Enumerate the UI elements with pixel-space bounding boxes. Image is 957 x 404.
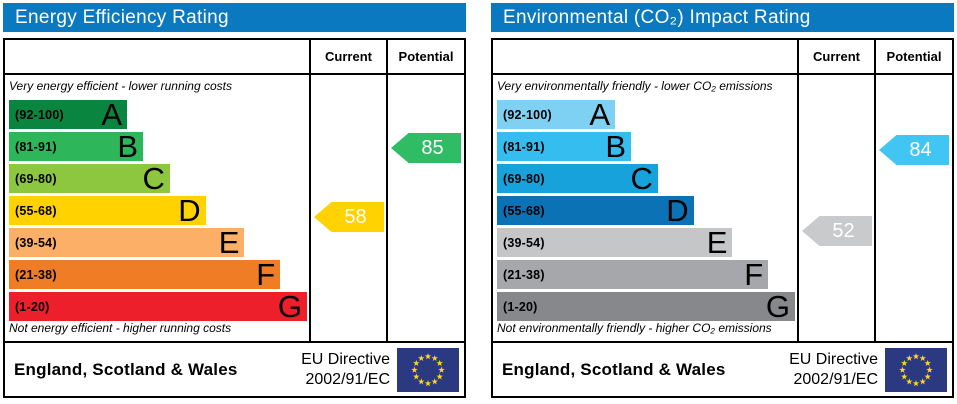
rating-band-c: (69-80) C <box>9 161 170 196</box>
band-grade-letter: A <box>101 97 122 132</box>
panel-energy-efficiency: Energy Efficiency Rating Current Potenti… <box>3 3 466 398</box>
band-range-label: (39-54) <box>15 235 57 250</box>
potential-rating-arrow: 85 <box>391 133 461 163</box>
band-grade-letter: G <box>765 289 790 324</box>
band-range-label: (39-54) <box>503 235 545 250</box>
rating-band-e: (39-54) E <box>497 225 733 260</box>
bands-container: (92-100) A (81-91) B (69-80) C (55-68) D (39-54)… <box>497 97 795 324</box>
chart-body: Very environmentally friendly - lower CO… <box>493 75 952 343</box>
band-range-label: (81-91) <box>15 139 57 154</box>
band-range-label: (81-91) <box>503 139 545 154</box>
environmental-impact-title-bar: Environmental (CO₂) Impact Rating <box>491 3 954 32</box>
bands-cell: Very environmentally friendly - lower CO… <box>493 75 797 341</box>
band-grade-letter: E <box>706 225 728 260</box>
rating-band-e: (39-54) E <box>9 225 245 260</box>
column-header-potential: Potential <box>386 40 464 73</box>
panel-environmental-impact: Environmental (CO₂) Impact Rating Curren… <box>491 3 954 398</box>
rating-band-b: (81-91) B <box>9 129 144 164</box>
band-range-label: (69-80) <box>503 171 545 186</box>
rating-band-a: (92-100) A <box>497 97 615 132</box>
environmental-impact-table: Current Potential Very environmentally f… <box>491 38 954 398</box>
eu-directive-text: EU Directive 2002/91/EC <box>789 350 878 390</box>
eu-flag-icon <box>885 347 947 392</box>
rating-band-b: (81-91) B <box>497 129 632 164</box>
rating-band-c: (69-80) C <box>497 161 658 196</box>
energy-efficiency-table: Current Potential Very energy efficient … <box>3 38 466 398</box>
bands-container: (92-100) A (81-91) B (69-80) C (55-68) D (39-54)… <box>9 97 307 324</box>
band-grade-letter: G <box>277 289 302 324</box>
potential-column: 84 <box>874 75 952 341</box>
band-range-label: (1-20) <box>503 299 538 314</box>
column-header-current: Current <box>797 40 874 73</box>
table-footer: England, Scotland & Wales EU Directive 2… <box>493 343 952 396</box>
band-grade-letter: D <box>666 193 689 228</box>
band-grade-letter: F <box>256 257 276 292</box>
column-header-row: Current Potential <box>5 40 464 75</box>
eu-directive-line2: 2002/91/EC <box>793 370 878 388</box>
band-grade-letter: F <box>744 257 764 292</box>
bottom-note: Not energy efficient - higher running co… <box>9 321 232 335</box>
band-range-label: (1-20) <box>15 299 50 314</box>
current-column: 58 <box>309 75 386 341</box>
header-spacer-cell <box>5 40 309 73</box>
rating-band-f: (21-38) F <box>9 257 281 292</box>
band-grade-letter: C <box>630 161 653 196</box>
band-range-label: (21-38) <box>15 267 57 282</box>
header-spacer-cell <box>493 40 797 73</box>
band-range-label: (55-68) <box>503 203 545 218</box>
current-column: 52 <box>797 75 874 341</box>
bottom-note: Not environmentally friendly - higher CO… <box>497 321 772 335</box>
rating-band-g: (1-20) G <box>497 289 795 324</box>
potential-column: 85 <box>386 75 464 341</box>
bands-cell: Very energy efficient - lower running co… <box>5 75 309 341</box>
rating-band-a: (92-100) A <box>9 97 127 132</box>
column-header-current: Current <box>309 40 386 73</box>
band-grade-letter: B <box>117 129 139 164</box>
eu-directive-line1: EU Directive <box>301 350 390 368</box>
rating-band-d: (55-68) D <box>497 193 694 228</box>
footer-region: England, Scotland & Wales <box>502 359 726 379</box>
band-range-label: (69-80) <box>15 171 57 186</box>
table-footer: England, Scotland & Wales EU Directive 2… <box>5 343 464 396</box>
column-header-potential: Potential <box>874 40 952 73</box>
rating-band-f: (21-38) F <box>497 257 769 292</box>
band-grade-letter: B <box>605 129 627 164</box>
eu-directive-text: EU Directive 2002/91/EC <box>301 350 390 390</box>
current-rating-arrow: 52 <box>802 216 872 246</box>
eu-directive-line2: 2002/91/EC <box>305 370 390 388</box>
band-range-label: (55-68) <box>15 203 57 218</box>
eu-flag-icon <box>397 347 459 392</box>
top-note: Very energy efficient - lower running co… <box>9 79 232 93</box>
rating-band-g: (1-20) G <box>9 289 307 324</box>
band-range-label: (92-100) <box>503 107 552 122</box>
energy-efficiency-title-bar: Energy Efficiency Rating <box>3 3 466 32</box>
band-grade-letter: D <box>178 193 201 228</box>
band-grade-letter: A <box>589 97 610 132</box>
band-grade-letter: C <box>142 161 165 196</box>
chart-body: Very energy efficient - lower running co… <box>5 75 464 343</box>
band-range-label: (21-38) <box>503 267 545 282</box>
band-grade-letter: E <box>218 225 240 260</box>
footer-region: England, Scotland & Wales <box>14 359 238 379</box>
current-rating-arrow: 58 <box>314 202 384 232</box>
column-header-row: Current Potential <box>493 40 952 75</box>
eu-directive-line1: EU Directive <box>789 350 878 368</box>
rating-band-d: (55-68) D <box>9 193 206 228</box>
band-range-label: (92-100) <box>15 107 64 122</box>
top-note: Very environmentally friendly - lower CO… <box>497 79 773 93</box>
potential-rating-arrow: 84 <box>879 135 949 165</box>
